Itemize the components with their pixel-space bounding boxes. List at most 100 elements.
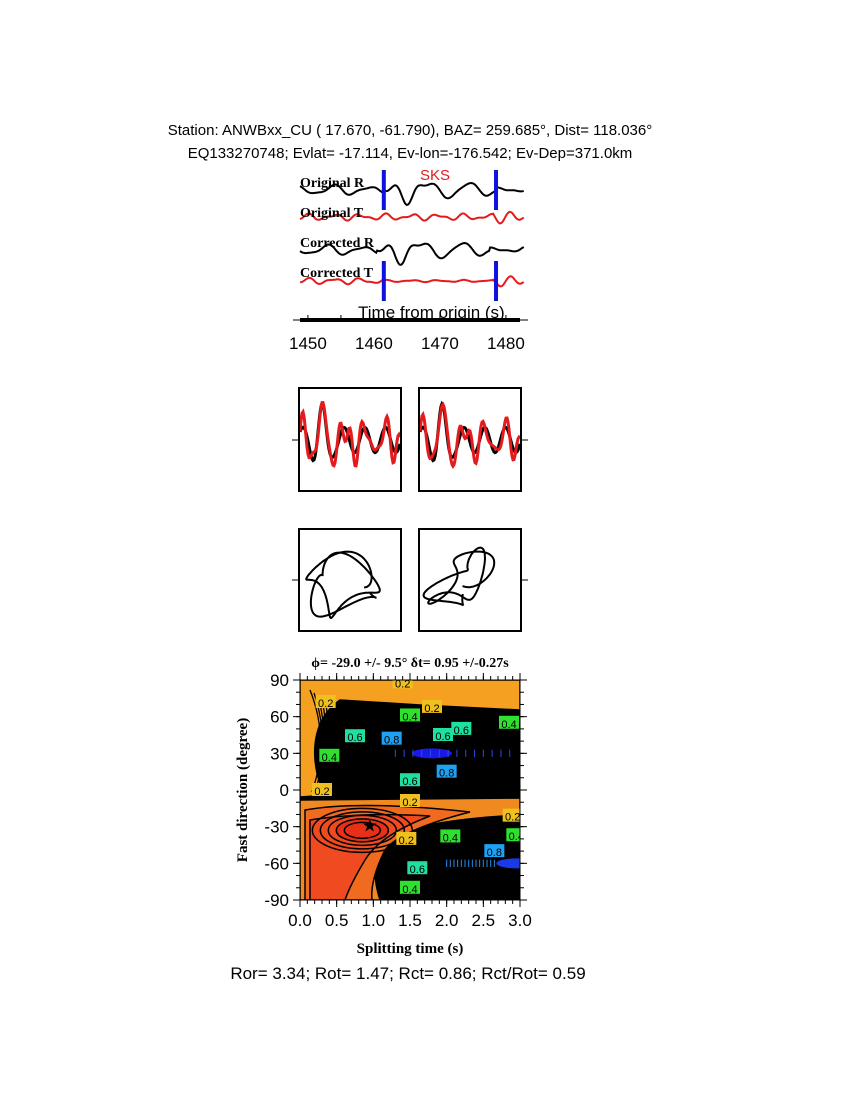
contour-label-box bbox=[484, 844, 505, 858]
time-tick-label: 1480 bbox=[487, 334, 525, 353]
max-misfit-region-upper bbox=[412, 748, 452, 759]
best-fit-star-icon: ★ bbox=[362, 815, 378, 835]
time-tick-label: 1450 bbox=[289, 334, 327, 353]
contour-label-box bbox=[319, 748, 340, 762]
contour-label-box bbox=[499, 715, 519, 729]
x-tick-label: 3.0 bbox=[508, 911, 532, 930]
contour-label: 0.8 bbox=[384, 735, 399, 747]
x-tick-label: 1.5 bbox=[398, 911, 422, 930]
contour-label-box bbox=[400, 773, 420, 787]
contour-label-box bbox=[345, 729, 365, 743]
header-station: Station: ANWBxx_CU ( 17.670, -61.790), B… bbox=[168, 122, 652, 139]
contour-label-box bbox=[433, 728, 453, 741]
y-tick-label: 60 bbox=[270, 708, 289, 727]
contour-label: 0.6 bbox=[347, 732, 362, 744]
header-event: EQ133270748; Evlat= -17.114, Ev-lon=-176… bbox=[188, 145, 633, 162]
y-tick-label: -60 bbox=[264, 854, 289, 873]
contour-label-box bbox=[407, 861, 428, 875]
contour-label: 0.4 bbox=[509, 831, 524, 843]
contour-axes: 0.0 0.5 1.0 1.5 2.0 2.5 3.0 90 60 30 0 -30 -60 -90 bbox=[264, 671, 531, 930]
y-tick-label: 90 bbox=[270, 671, 289, 690]
contour-label: 0.2 bbox=[399, 835, 414, 847]
contour-label-box bbox=[436, 764, 457, 778]
contour-label: 0.6 bbox=[454, 725, 469, 737]
contour-line bbox=[311, 807, 414, 854]
contour-label-box bbox=[451, 721, 472, 735]
contour-label: 0.4 bbox=[402, 711, 417, 723]
x-tick-label: 2.5 bbox=[472, 911, 496, 930]
contour-label: 0.4 bbox=[501, 719, 516, 731]
trace-label-original-r: Original R bbox=[300, 176, 365, 191]
contour-label-box bbox=[315, 695, 336, 708]
x-axis-label: Splitting time (s) bbox=[357, 941, 464, 957]
trace-label-corrected-t: Corrected T bbox=[300, 266, 374, 281]
y-tick-label: 30 bbox=[270, 744, 289, 763]
contour-label-box bbox=[440, 829, 461, 843]
waveform-box-original bbox=[300, 400, 400, 468]
contour-label: 0.2 bbox=[318, 698, 333, 710]
contour-label: 0.2 bbox=[402, 797, 417, 809]
waveform-transverse bbox=[420, 401, 520, 469]
x-tick-label: 0.0 bbox=[288, 911, 312, 930]
contour-label-box bbox=[400, 794, 420, 807]
time-tick-label: 1470 bbox=[421, 334, 459, 353]
trace-original-t bbox=[299, 210, 525, 225]
phase-label: SKS bbox=[420, 167, 450, 184]
contour-label: 0.4 bbox=[322, 752, 337, 764]
contour-label: 0.6 bbox=[435, 731, 450, 743]
trace-corrected-t bbox=[299, 275, 525, 288]
contour-title: ϕ= -29.0 +/- 9.5° δt= 0.95 +/-0.27s bbox=[311, 656, 509, 671]
x-tick-label: 2.0 bbox=[435, 911, 459, 930]
contour-plot: 0.20.20.20.40.6 0.80.60.60.40.40.80.60.20… bbox=[300, 678, 524, 900]
particle-motion-original bbox=[305, 550, 381, 620]
trace-label-corrected-r: Corrected R bbox=[300, 236, 375, 251]
contour-label-box bbox=[392, 680, 413, 689]
contour-label: 0.2 bbox=[395, 678, 410, 690]
contour-label-box bbox=[502, 808, 520, 822]
contour-label: 0.4 bbox=[402, 884, 417, 896]
contour-line bbox=[309, 689, 322, 793]
contour-line bbox=[325, 701, 330, 781]
x-tick-label: 1.0 bbox=[362, 911, 386, 930]
contour-label: 0.6 bbox=[402, 776, 417, 788]
contour-label-box bbox=[400, 880, 420, 894]
contour-line bbox=[329, 704, 333, 778]
x-tick-label: 0.5 bbox=[325, 911, 349, 930]
contour-line bbox=[327, 814, 398, 847]
contour-label-box bbox=[422, 699, 442, 713]
contour-label-box bbox=[312, 783, 332, 796]
waveform-box-corrected bbox=[420, 400, 520, 469]
y-tick-label: -90 bbox=[264, 891, 289, 910]
y-tick-label: 0 bbox=[280, 781, 289, 800]
particle-motion-path bbox=[305, 550, 381, 620]
max-misfit-region-lower bbox=[496, 858, 520, 869]
time-tick-label: 1460 bbox=[355, 334, 393, 353]
y-axis-label: Fast direction (degree) bbox=[235, 718, 251, 862]
contour-label-box bbox=[396, 831, 417, 845]
trace-panel bbox=[299, 170, 525, 301]
particle-motion-path bbox=[422, 546, 496, 607]
contour-line bbox=[319, 811, 406, 850]
contour-label: 0.2 bbox=[314, 786, 329, 798]
contour-line bbox=[343, 821, 382, 840]
footer-stats: Ror= 3.34; Rot= 1.47; Rct= 0.86; Rct/Rot… bbox=[230, 964, 585, 983]
trace-original-r bbox=[299, 181, 525, 206]
y-tick-label: -30 bbox=[264, 818, 289, 837]
contour-label: 0.8 bbox=[487, 847, 502, 859]
contour-label-box bbox=[381, 731, 402, 745]
time-axis-label: Time from origin (s) bbox=[358, 303, 505, 322]
contour-label: 0.6 bbox=[410, 864, 425, 876]
particle-frame-2 bbox=[418, 528, 522, 632]
contour-label: 0.2 bbox=[505, 812, 520, 824]
waveform-transverse bbox=[300, 400, 400, 468]
contour-label: 0.4 bbox=[443, 832, 458, 844]
contour-label: 0.8 bbox=[439, 768, 454, 780]
contour-label-box bbox=[400, 708, 420, 722]
time-axis-ticks: 1450 1460 1470 1480 bbox=[289, 315, 525, 353]
particle-motion-corrected bbox=[422, 546, 496, 607]
contour-label: 0.2 bbox=[424, 703, 439, 715]
contour-label-box bbox=[506, 828, 520, 842]
trace-corrected-r bbox=[299, 241, 525, 266]
